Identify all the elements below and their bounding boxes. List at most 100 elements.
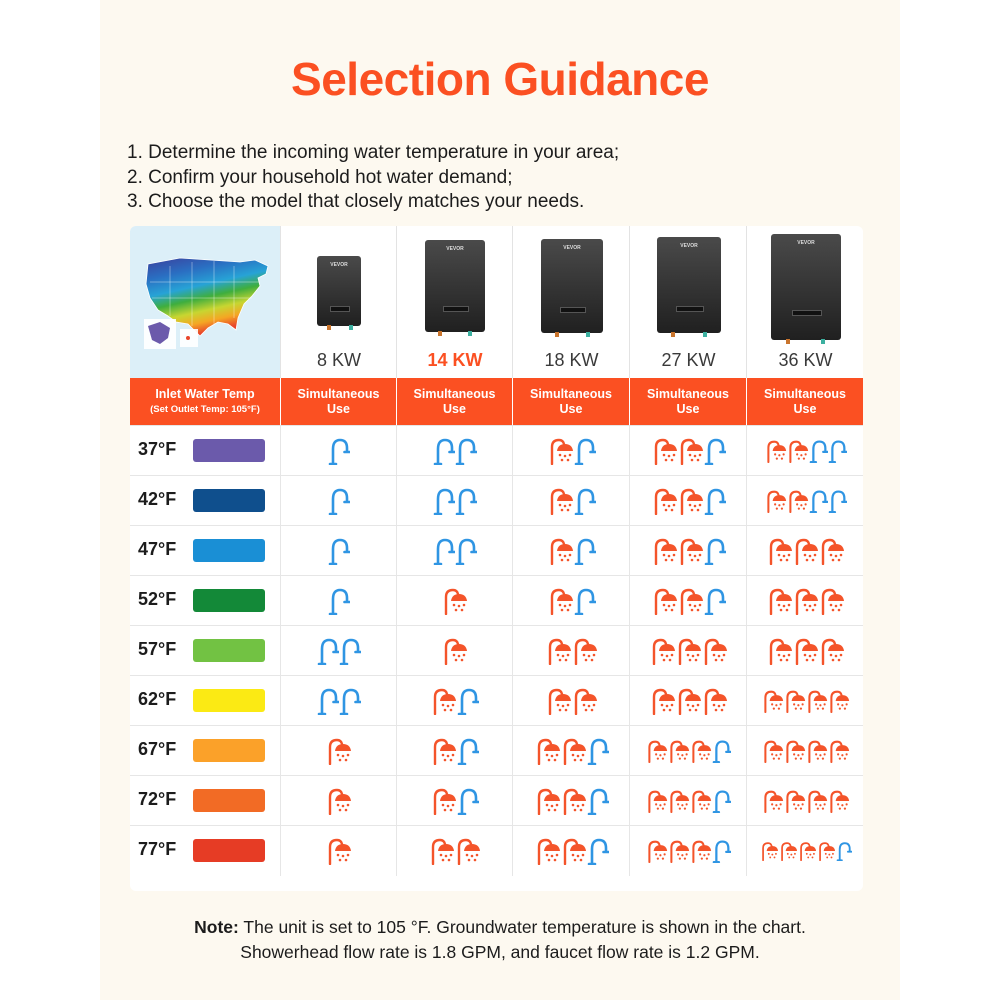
model-power-label: 8 KW — [316, 350, 361, 370]
usage-cell — [512, 426, 630, 476]
usage-icons — [765, 439, 847, 463]
showerhead-icon — [654, 588, 677, 615]
faucet-icon — [457, 688, 479, 715]
faucet-icon — [328, 538, 350, 565]
showerhead-icon — [769, 538, 792, 565]
showerhead-icon — [785, 790, 805, 813]
inlet-temp-label: 67°F — [138, 739, 177, 759]
showerhead-icon — [766, 440, 786, 463]
usage-cell — [746, 576, 863, 626]
showerhead-icon — [785, 740, 805, 763]
usage-icons — [760, 841, 852, 861]
showerhead-icon — [670, 790, 690, 813]
temp-color-swatch — [193, 589, 265, 612]
unit-display — [792, 310, 822, 316]
brand-logo: VEVOR — [797, 240, 815, 246]
usage-icons — [650, 637, 728, 665]
usage-icons — [546, 687, 598, 715]
usage-icons — [328, 537, 350, 565]
showerhead-icon — [550, 438, 573, 465]
showerhead-icon — [692, 740, 712, 763]
usage-icons — [767, 587, 845, 615]
usage-cell — [512, 476, 630, 526]
showerhead-icon — [550, 588, 573, 615]
faucet-icon — [704, 538, 726, 565]
showerhead-icon — [654, 488, 677, 515]
usage-cell — [396, 726, 513, 776]
showerhead-icon — [328, 738, 351, 765]
showerhead-icon — [648, 790, 668, 813]
showerhead-icon — [537, 838, 560, 865]
faucet-icon — [712, 740, 731, 763]
table-row: 37°F — [130, 425, 863, 476]
showerhead-icon — [537, 738, 560, 765]
showerhead-icon — [431, 838, 454, 865]
showerhead-icon — [692, 840, 712, 863]
water-heater-image: VEVOR — [425, 240, 485, 336]
showerhead-icon — [433, 788, 456, 815]
showerhead-icon — [328, 838, 351, 865]
faucet-icon — [574, 488, 596, 515]
usage-icons — [535, 837, 609, 865]
faucet-icon — [587, 788, 609, 815]
showerhead-icon — [807, 690, 827, 713]
usage-cell — [746, 676, 863, 726]
simultaneous-use-header: Simultaneous Use — [280, 378, 396, 425]
brand-logo: VEVOR — [330, 262, 348, 268]
usage-icons — [546, 637, 598, 665]
showerhead-icon — [795, 638, 818, 665]
showerhead-icon — [680, 538, 703, 565]
usage-icons — [326, 737, 352, 765]
showerhead-icon — [788, 490, 808, 513]
faucet-icon — [457, 788, 479, 815]
showerhead-icon — [574, 638, 597, 665]
usage-icons — [548, 537, 596, 565]
showerhead-icon — [692, 790, 712, 813]
note-label: Note: — [194, 917, 239, 937]
usage-cell — [629, 476, 747, 526]
pipe-fitting — [327, 325, 331, 330]
showerhead-icon — [795, 588, 818, 615]
usage-cell — [746, 826, 863, 876]
temp-color-swatch — [193, 539, 265, 562]
faucet-icon — [457, 738, 479, 765]
model-power-label: 27 KW — [661, 350, 716, 370]
model-column: VEVOR 8 KW — [280, 226, 397, 378]
usage-cell — [280, 526, 397, 576]
faucet-icon — [433, 438, 455, 465]
header-line-2: Use — [676, 401, 700, 416]
usage-cell — [746, 476, 863, 526]
usage-icons — [652, 487, 726, 515]
inlet-temp-label: 47°F — [138, 539, 177, 559]
inlet-temp-label: 42°F — [138, 489, 177, 509]
showerhead-icon — [807, 790, 827, 813]
usage-cell — [396, 676, 513, 726]
water-heater-image: VEVOR — [771, 234, 841, 344]
table-row: 67°F — [130, 725, 863, 776]
inlet-temp-label: 62°F — [138, 689, 177, 709]
usage-icons — [646, 839, 731, 863]
usage-cell — [512, 826, 630, 876]
header-line-1: Simultaneous — [530, 386, 612, 401]
showerhead-icon — [763, 740, 783, 763]
footnote: Note: The unit is set to 105 °F. Groundw… — [100, 915, 900, 965]
faucet-icon — [828, 490, 847, 513]
simultaneous-use-header: Simultaneous Use — [512, 378, 629, 425]
unit-display — [559, 307, 587, 313]
usage-icons — [326, 787, 352, 815]
faucet-icon — [704, 588, 726, 615]
showerhead-icon — [670, 840, 690, 863]
water-heater-image: VEVOR — [541, 239, 603, 337]
brand-logo: VEVOR — [680, 243, 698, 249]
model-power-label: 36 KW — [778, 350, 833, 370]
usage-cell — [396, 626, 513, 676]
inlet-temp-label: 37°F — [138, 439, 177, 459]
unit-display — [676, 306, 704, 312]
inlet-temp-label: 57°F — [138, 639, 177, 659]
usage-icons — [762, 739, 850, 763]
showerhead-icon — [704, 638, 727, 665]
usage-cell — [396, 426, 513, 476]
usage-cell — [746, 526, 863, 576]
usage-cell — [280, 426, 397, 476]
header-line-2: Use — [443, 401, 466, 416]
